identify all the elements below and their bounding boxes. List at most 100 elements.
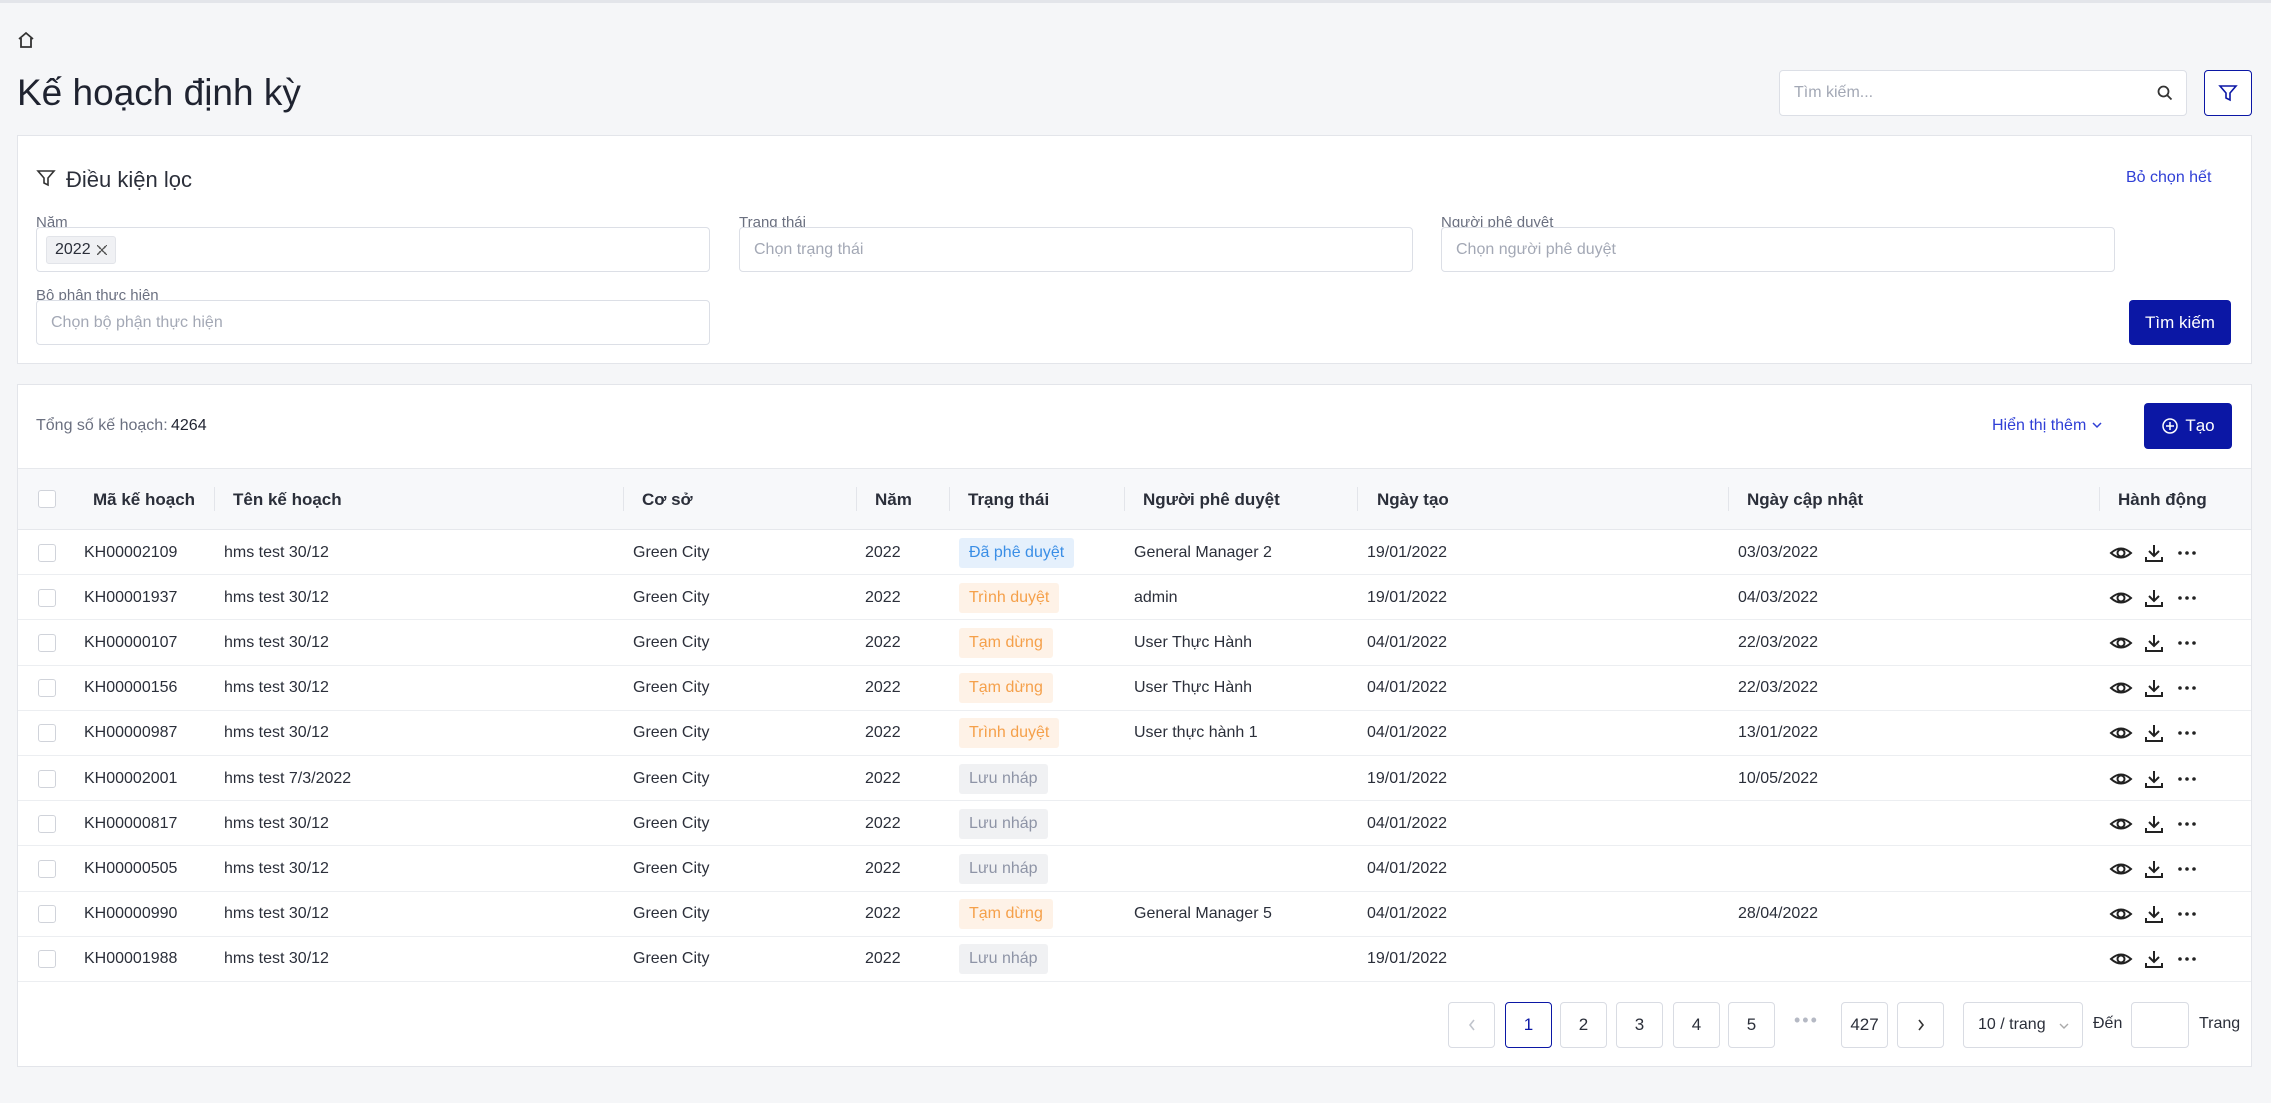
download-action[interactable] [2142,903,2166,925]
home-icon[interactable] [16,30,36,50]
cell: Green City [633,679,710,697]
row-checkbox[interactable] [38,679,56,698]
view-action[interactable] [2109,722,2133,744]
filter-toggle[interactable] [2204,70,2252,116]
cell: KH00001988 [84,950,178,968]
select-input[interactable]: 2022 [36,227,710,272]
row-checkbox[interactable] [38,950,56,969]
cell: admin [1134,588,1178,606]
download-action[interactable] [2142,858,2166,880]
column-header: Tên kế hoạch [233,490,342,509]
more-action[interactable] [2175,722,2199,744]
cell: 2022 [865,905,901,923]
view-action[interactable] [2109,677,2133,699]
more-action[interactable] [2175,677,2199,699]
row-checkbox[interactable] [38,543,56,562]
create-button[interactable]: Tạo [2144,403,2232,449]
cell: hms test 30/12 [224,860,329,877]
search-button[interactable]: Tìm kiếm [2129,300,2231,345]
search-input[interactable]: Tìm kiếm... [1779,70,2187,116]
column-divider [1357,487,1358,511]
view-action[interactable] [2109,768,2133,790]
next-page[interactable] [1897,1002,1944,1048]
select-input[interactable]: Chọn người phê duyệt [1441,227,2115,272]
page-button[interactable]: 5 [1728,1002,1775,1048]
view-action[interactable] [2109,858,2133,880]
download-action[interactable] [2142,677,2166,699]
more-action[interactable] [2175,813,2199,835]
cell: hms test 30/12 [224,814,329,832]
goto-suffix: Trang [2199,1015,2241,1032]
row-divider [18,664,2251,666]
search-placeholder: Tìm kiếm... [1794,84,1874,101]
page-button[interactable]: 4 [1673,1002,1720,1048]
more-action[interactable] [2175,632,2199,654]
cell: KH00000987 [84,724,178,742]
view-action[interactable] [2109,587,2133,609]
tag-remove[interactable] [96,244,107,255]
cell: hms test 30/12 [224,588,329,606]
cell: KH00001937 [84,588,178,606]
page-button[interactable]: 3 [1616,1002,1663,1048]
row-checkbox[interactable] [38,634,56,652]
row-checkbox[interactable] [38,860,56,878]
view-action[interactable] [2109,948,2133,970]
status-tag: Tạm dừng [959,899,1053,930]
cell: 19/01/2022 [1367,588,1448,606]
view-action[interactable] [2109,903,2133,925]
download-action[interactable] [2142,948,2166,970]
cell: KH00000817 [84,814,178,832]
view-action[interactable] [2109,813,2133,835]
page-size-select[interactable]: 10 / trang [1963,1002,2083,1048]
column-divider [1124,487,1125,511]
show-more[interactable]: Hiển thị thêm [1992,417,2103,435]
status-tag: Lưu nháp [959,944,1048,975]
more-action[interactable] [2175,768,2199,790]
download-action[interactable] [2142,542,2166,564]
download-action[interactable] [2142,722,2166,744]
cell: KH00000505 [84,860,178,877]
status-tag: Đã phê duyệt [959,537,1075,568]
cell: KH00000107 [84,634,178,651]
cell: 2022 [865,679,901,697]
page-button[interactable]: 2 [1560,1002,1607,1048]
view-action[interactable] [2109,632,2133,654]
row-checkbox[interactable] [38,905,56,924]
goto-input[interactable] [2131,1002,2189,1048]
cell: KH00000156 [84,679,178,697]
row-checkbox[interactable] [38,814,56,833]
more-action[interactable] [2175,903,2199,925]
prev-page[interactable] [1448,1002,1495,1048]
cell: Green City [633,860,710,877]
cell: 2022 [865,950,901,968]
field-label: Người phê duyệt [1441,214,1554,231]
more-action[interactable] [2175,948,2199,970]
status-tag: Trình duyệt [959,582,1060,613]
select-input[interactable]: Chọn trạng thái [739,227,1413,272]
more-action[interactable] [2175,858,2199,880]
row-divider [18,890,2251,892]
row-checkbox[interactable] [38,769,56,788]
row-checkbox[interactable] [38,588,56,607]
column-header: Mã kế hoạch [93,490,196,509]
select-input[interactable]: Chọn bộ phận thực hiện [36,300,710,345]
view-action[interactable] [2109,542,2133,564]
top-border [0,0,2271,3]
more-action[interactable] [2175,587,2199,609]
download-action[interactable] [2142,632,2166,654]
cell: 2022 [865,814,901,832]
page-button[interactable]: 427 [1841,1002,1888,1048]
column-header: Năm [875,490,912,509]
more-action[interactable] [2175,542,2199,564]
row-checkbox[interactable] [38,724,56,743]
cell: General Manager 2 [1134,543,1272,561]
download-action[interactable] [2142,768,2166,790]
select-all-checkbox[interactable] [38,490,56,508]
download-action[interactable] [2142,587,2166,609]
clear-filter[interactable]: Bỏ chọn hết [2126,169,2212,186]
page-button[interactable]: 1 [1505,1002,1552,1048]
cell: 2022 [865,543,901,561]
download-action[interactable] [2142,813,2166,835]
row-divider [18,935,2251,937]
